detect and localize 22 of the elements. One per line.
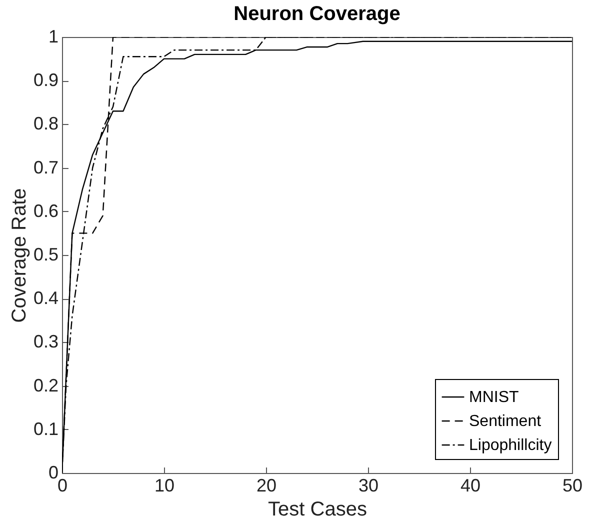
- y-tick-label: 0.5: [33, 244, 58, 264]
- x-tick-label: 30: [358, 476, 379, 496]
- y-tick-label: 0.9: [33, 70, 58, 90]
- legend-label: Lipophillcity: [469, 437, 552, 454]
- x-tick-label: 50: [562, 476, 583, 496]
- y-tick-label: 0.2: [33, 375, 58, 396]
- x-tick-label: 20: [256, 476, 277, 496]
- y-tick-label: 0.3: [33, 332, 58, 352]
- x-tick-label: 10: [154, 476, 175, 496]
- y-tick-label: 0: [48, 462, 58, 482]
- chart-title: Neuron Coverage: [234, 3, 400, 25]
- y-tick-label: 0.1: [33, 418, 58, 439]
- legend-label: Sentiment: [469, 413, 542, 430]
- y-tick-label: 0.4: [33, 288, 58, 308]
- y-axis-title: Coverage Rate: [8, 188, 30, 323]
- y-tick-label: 0.6: [33, 200, 58, 221]
- y-tick-label: 1: [48, 26, 58, 46]
- y-tick-label: 0.7: [33, 157, 58, 178]
- x-tick-label: 40: [460, 476, 481, 496]
- x-axis-title: Test Cases: [268, 498, 367, 520]
- y-tick-label: 0.8: [33, 114, 58, 134]
- legend-label: MNIST: [469, 389, 519, 406]
